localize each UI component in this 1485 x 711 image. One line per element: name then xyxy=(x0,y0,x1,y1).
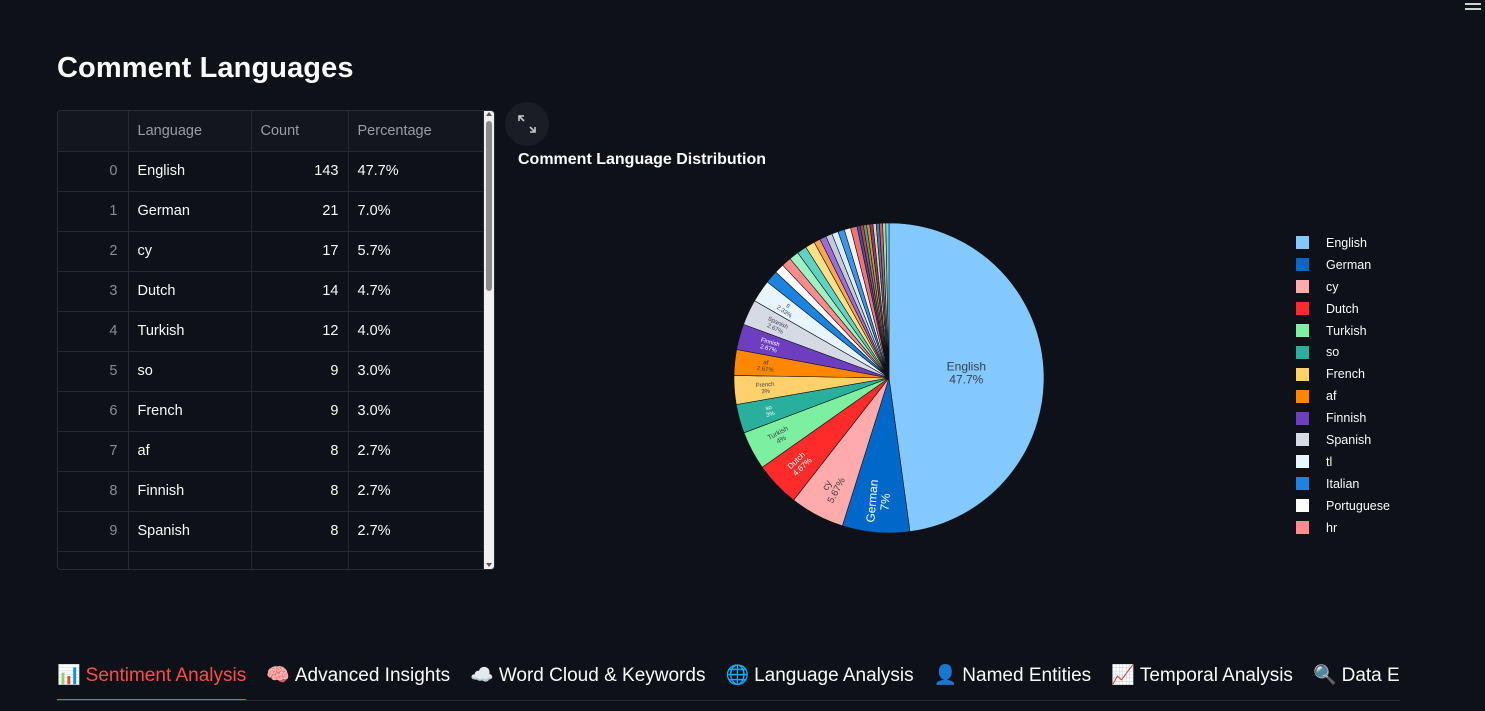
tab-named-entities[interactable]: 👤 Named Entities xyxy=(934,662,1092,700)
tab-icon: 🔍 xyxy=(1313,665,1337,686)
tab-label: Named Entities xyxy=(962,665,1091,686)
legend-label: cy xyxy=(1326,280,1339,294)
legend-item[interactable]: tl xyxy=(1296,451,1390,473)
legend-item[interactable]: Portuguese xyxy=(1296,495,1390,517)
legend-label: Portuguese xyxy=(1326,499,1390,513)
legend-item[interactable]: Finnish xyxy=(1296,407,1390,429)
tab-label: Temporal Analysis xyxy=(1140,665,1293,686)
tab-icon: 📈 xyxy=(1111,665,1135,686)
tab-icon: 🌐 xyxy=(725,665,749,686)
legend-item[interactable]: English xyxy=(1296,232,1390,254)
legend-swatch xyxy=(1296,433,1309,446)
tab-label: Advanced Insights xyxy=(295,665,450,686)
tab-label: Word Cloud & Keywords xyxy=(499,665,706,686)
tab-label: Language Analysis xyxy=(754,665,914,686)
legend-item[interactable]: German xyxy=(1296,254,1390,276)
legend-swatch xyxy=(1296,236,1309,249)
tab-advanced-insights[interactable]: 🧠 Advanced Insights xyxy=(266,662,450,700)
legend-label: Finnish xyxy=(1326,411,1366,425)
tab-word-cloud-keywords[interactable]: ☁️ Word Cloud & Keywords xyxy=(470,662,705,700)
legend-swatch xyxy=(1296,346,1309,359)
legend-swatch xyxy=(1296,324,1309,337)
legend-label: Dutch xyxy=(1326,302,1359,316)
tab-label: Sentiment Analysis xyxy=(86,665,247,686)
legend-swatch xyxy=(1296,499,1309,512)
tab-temporal-analysis[interactable]: 📈 Temporal Analysis xyxy=(1111,662,1293,700)
legend-label: so xyxy=(1326,345,1339,359)
slice-label: English 47.7% xyxy=(947,359,986,386)
tab-icon: ☁️ xyxy=(470,665,494,686)
legend-item[interactable]: cy xyxy=(1296,276,1390,298)
tab-icon: 👤 xyxy=(934,665,958,686)
tab-icon: 🧠 xyxy=(266,665,290,686)
legend-item[interactable]: Turkish xyxy=(1296,320,1390,342)
legend-swatch xyxy=(1296,258,1309,271)
legend-label: Turkish xyxy=(1326,324,1367,338)
legend-label: Spanish xyxy=(1326,433,1371,447)
legend-swatch xyxy=(1296,368,1309,381)
chart-legend: English German cy Dutch Turkish so French af Fin… xyxy=(1296,232,1390,538)
legend-swatch xyxy=(1296,302,1309,315)
legend-label: tl xyxy=(1326,455,1332,469)
legend-swatch xyxy=(1296,412,1309,425)
legend-item[interactable]: hr xyxy=(1296,517,1390,539)
legend-item[interactable]: French xyxy=(1296,363,1390,385)
legend-swatch xyxy=(1296,477,1309,490)
tab-sentiment-analysis[interactable]: 📊 Sentiment Analysis xyxy=(57,662,246,700)
legend-swatch xyxy=(1296,455,1309,468)
tab-label: Data Exp xyxy=(1342,665,1400,686)
legend-swatch xyxy=(1296,521,1309,534)
legend-label: French xyxy=(1326,367,1365,381)
legend-swatch xyxy=(1296,280,1309,293)
tab-data-exp[interactable]: 🔍Data Exp xyxy=(1313,662,1400,700)
legend-label: German xyxy=(1326,258,1371,272)
legend-item[interactable]: Spanish xyxy=(1296,429,1390,451)
legend-label: af xyxy=(1326,389,1336,403)
legend-label: English xyxy=(1326,236,1367,250)
analysis-tabs: 📊 Sentiment Analysis 🧠 Advanced Insights ☁️ W… xyxy=(57,662,1400,701)
legend-item[interactable]: Dutch xyxy=(1296,298,1390,320)
legend-item[interactable]: so xyxy=(1296,341,1390,363)
legend-label: hr xyxy=(1326,521,1337,535)
tab-icon: 📊 xyxy=(57,665,81,686)
legend-item[interactable]: Italian xyxy=(1296,473,1390,495)
legend-label: Italian xyxy=(1326,477,1359,491)
legend-swatch xyxy=(1296,390,1309,403)
tab-language-analysis[interactable]: 🌐 Language Analysis xyxy=(725,662,913,700)
legend-item[interactable]: af xyxy=(1296,385,1390,407)
